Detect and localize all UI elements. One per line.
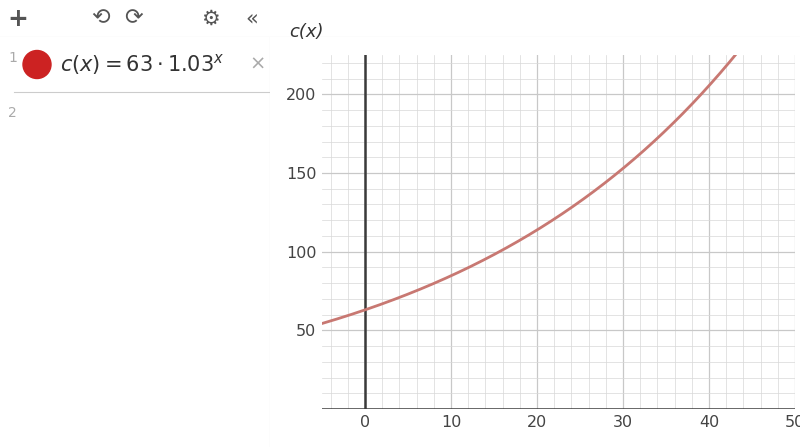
Text: c(x): c(x)	[289, 23, 323, 41]
Text: ×: ×	[250, 55, 266, 74]
Text: $c(x) = 63 \cdot 1.03^x$: $c(x) = 63 \cdot 1.03^x$	[60, 52, 225, 77]
Text: +: +	[7, 7, 29, 30]
Circle shape	[23, 51, 51, 79]
Text: ⟳: ⟳	[124, 8, 142, 29]
Text: «: «	[246, 8, 258, 29]
Text: 2: 2	[8, 106, 17, 120]
Text: ⟲: ⟲	[90, 8, 110, 29]
Text: 1: 1	[8, 51, 17, 65]
Text: ⚙: ⚙	[201, 8, 219, 29]
